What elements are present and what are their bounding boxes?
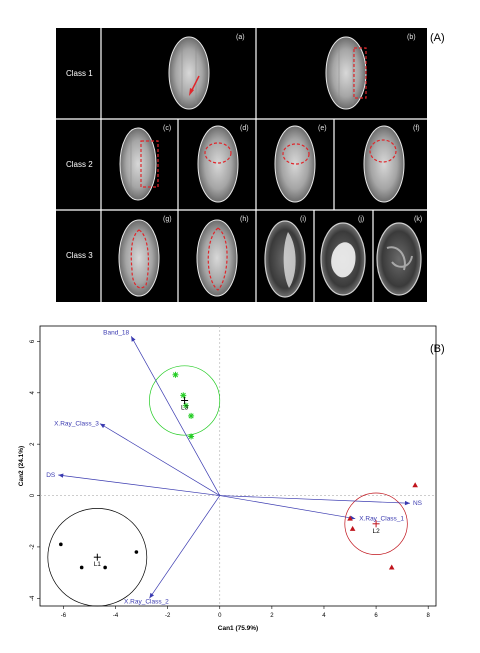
point-l2 [412, 482, 418, 488]
x-tick-label: -4 [113, 613, 119, 619]
plot-frame [39, 325, 437, 607]
x-tick-label: 0 [218, 613, 222, 619]
vector-arrowhead [99, 423, 106, 429]
point-l3 [188, 433, 195, 440]
vector-x-ray-class-1 [219, 495, 356, 520]
y-tick-label: -2 [30, 544, 36, 550]
seed-image-a [168, 36, 210, 110]
vector-label: X.Ray_Class_1 [359, 516, 404, 523]
vector-label: X.Ray_Class_3 [54, 421, 99, 428]
panel-label-b: (B) [430, 343, 445, 355]
vector-ns [219, 495, 410, 504]
group-label-l3: L3 [181, 404, 189, 411]
vector-label: Band_18 [103, 329, 129, 336]
point-l3 [180, 392, 187, 399]
y-tick-label: 6 [30, 339, 36, 343]
point-l3 [188, 412, 195, 419]
confidence-circles [47, 365, 408, 607]
row-label-class-3: Class 3 [66, 251, 93, 260]
star-stroke [172, 372, 179, 378]
cell-letter-g: (g) [163, 216, 172, 223]
star-stroke [188, 413, 194, 419]
cell-letter-b: (b) [407, 34, 416, 41]
row-label-class-1: Class 1 [66, 69, 93, 78]
cell-letter-h: (h) [240, 216, 249, 223]
x-tick-label: -2 [165, 613, 171, 619]
vector-arrowhead [58, 473, 64, 478]
y-tick-label: -4 [30, 595, 36, 601]
cell-letter-f: (f) [413, 125, 420, 132]
point-l1 [79, 565, 84, 570]
cell-letter-k: (k) [414, 216, 422, 223]
xray-grid-lines [56, 28, 427, 302]
y-axis-ticks: -4 -2 0 2 4 6 [30, 339, 40, 601]
seed-image-c [119, 127, 159, 201]
y-tick-label: 4 [30, 390, 36, 394]
x-tick-label: 8 [427, 613, 431, 619]
group-means: L1 L2 L3 [94, 396, 380, 568]
x-tick-label: -6 [61, 613, 67, 619]
cell-letter-j: (j) [358, 216, 364, 223]
cell-letter-e: (e) [318, 125, 327, 132]
point-l1 [134, 550, 139, 554]
origin-reference-lines [40, 326, 436, 606]
cell-letter-d: (d) [240, 125, 249, 132]
star-stroke [183, 403, 189, 409]
x-tick-label: 2 [270, 613, 274, 619]
star-stroke [180, 392, 186, 398]
vector-x-ray-class-3 [99, 423, 220, 496]
group-label-l2: L2 [372, 528, 380, 535]
x-axis-ticks: -6 -4 -2 0 2 4 6 8 [61, 606, 431, 619]
biplot-vectors: Band_18 X.Ray_Class_3 DS NS X.Ray_Class_1 X.R… [46, 329, 422, 605]
seed-image-i [264, 220, 306, 298]
seed-image-j [320, 222, 366, 296]
y-axis-title: Can2 (24.1%) [18, 446, 25, 486]
seed-image-k [376, 222, 422, 296]
panel-label-a: (A) [430, 32, 445, 44]
x-tick-label: 4 [322, 613, 326, 619]
confidence-circle-l2 [344, 492, 408, 555]
point-l1 [103, 565, 107, 570]
seed-image-d [197, 125, 239, 203]
seed-image-e [274, 125, 316, 203]
cell-letter-i: (i) [300, 216, 306, 223]
point-l3 [172, 371, 179, 378]
x-tick-label: 6 [374, 613, 378, 619]
vector-x-ray-class-2 [149, 495, 221, 599]
seed-image-b [325, 36, 367, 110]
row-label-class-2: Class 2 [66, 160, 93, 169]
group-label-l1: L1 [94, 561, 102, 568]
vector-label: X.Ray_Class_2 [124, 598, 169, 605]
x-axis-title: Can1 (75.9%) [218, 625, 258, 632]
cell-letter-c: (c) [163, 125, 171, 132]
y-tick-label: 0 [30, 493, 36, 497]
vector-arrowhead [149, 592, 155, 599]
xray-panel: Class 1 Class 2 Class 3 (a) (b) (c) (d) … [56, 28, 427, 302]
seed-image-g [118, 219, 160, 297]
vector-label: DS [46, 472, 56, 479]
point-l3 [182, 402, 189, 409]
point-l2 [347, 515, 353, 521]
y-tick-label: 2 [30, 442, 36, 446]
vector-arrowhead [131, 336, 136, 342]
confidence-circle-l1 [47, 508, 148, 607]
star-stroke [188, 433, 194, 440]
confidence-circle-l3 [149, 365, 221, 436]
vector-band-18 [130, 336, 221, 496]
point-l1 [59, 542, 63, 547]
seed-image-h [196, 219, 238, 297]
point-l2 [349, 525, 356, 531]
point-l2 [388, 564, 395, 570]
seed-image-f [363, 125, 405, 203]
vector-label: NS [413, 500, 423, 507]
vector-arrowhead [404, 500, 410, 506]
cell-letter-a: (a) [236, 34, 245, 41]
vector-ds [58, 474, 220, 496]
data-points [59, 371, 418, 570]
canonical-plot: -6 -4 -2 0 2 4 6 8 -4 -2 0 2 4 6 Band_18 X.Ray_Class_… [18, 325, 437, 632]
